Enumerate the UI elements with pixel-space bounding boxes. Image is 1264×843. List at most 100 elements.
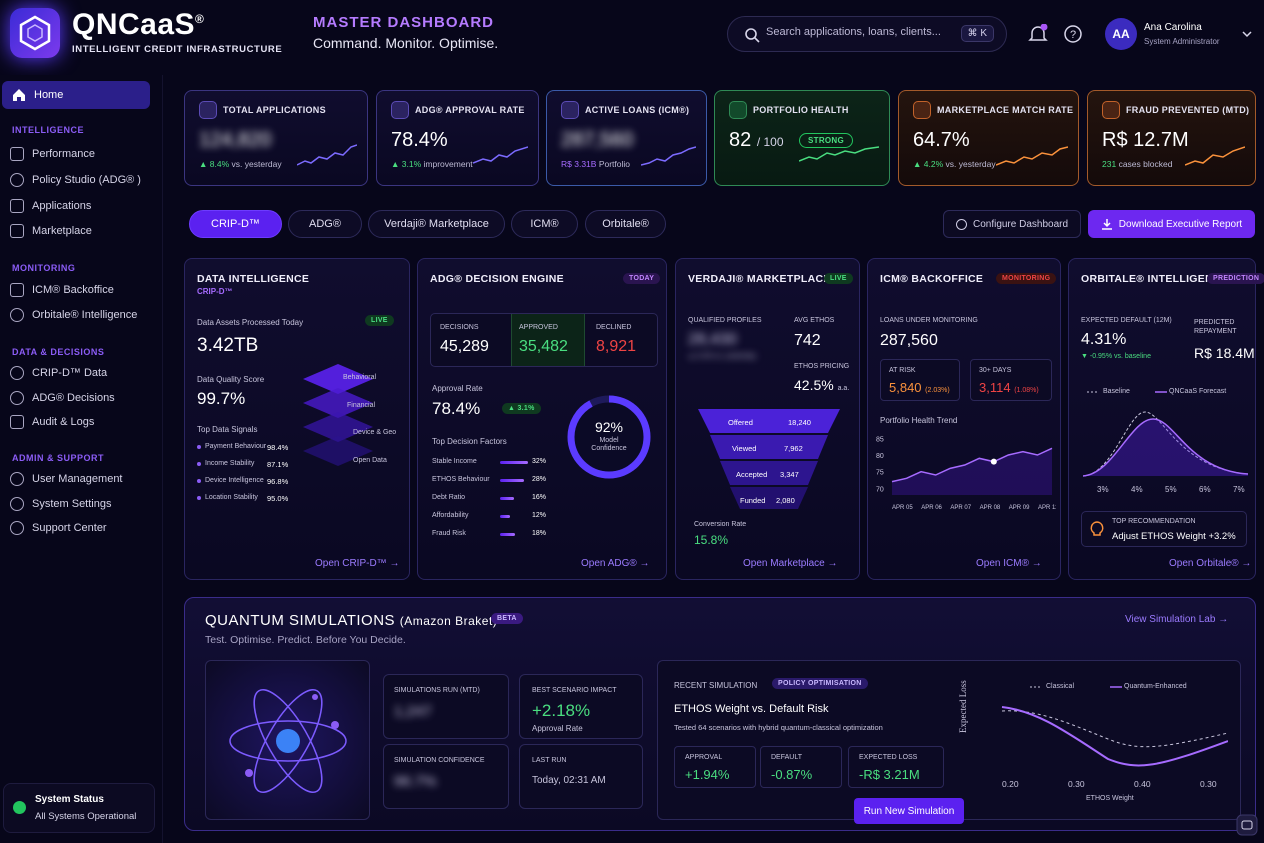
live-badge: LIVE [365,315,394,326]
search-bar[interactable]: ⌘ K [727,16,1007,52]
kpi-fraud-prevented[interactable]: FRAUD PREVENTED (MTD) R$ 12.7M 231 cases… [1087,90,1256,186]
monitor-icon [10,283,24,297]
module-data-intelligence: DATA INTELLIGENCE CRIP-D™ Data Assets Pr… [184,258,410,580]
sidebar-item-policy-studio[interactable]: Policy Studio (ADG® ) [10,170,141,190]
open-icm-link[interactable]: Open ICM® → [976,558,1042,569]
factor-bar [500,497,514,500]
log-icon [10,415,24,429]
module-verdaji-marketplace: VERDAJI® MARKETPLACE LIVE QUALIFIED PROF… [675,258,860,580]
health-icon [729,101,747,119]
sidebar-item-applications[interactable]: Applications [10,196,91,216]
tab-adg[interactable]: ADG® [288,210,362,238]
applications-icon [199,101,217,119]
conversion-funnel [698,409,840,509]
open-crip-d-link[interactable]: Open CRIP-D™ → [315,558,400,569]
assistant-icon[interactable] [1236,814,1258,836]
bell-icon[interactable] [1028,24,1048,44]
sidebar-item-marketplace[interactable]: Marketplace [10,221,92,241]
layer-label: Open Data [353,457,387,464]
sidebar-item-support-center[interactable]: Support Center [10,518,107,538]
brand-tagline: INTELLIGENT CREDIT INFRASTRUCTURE [72,44,283,55]
configure-dashboard-button[interactable]: Configure Dashboard [943,210,1081,238]
funnel-stage-value: 18,240 [788,418,811,427]
user-icon [10,472,24,486]
download-report-button[interactable]: Download Executive Report [1088,210,1255,238]
sidebar-section-monitoring: MONITORING [12,263,76,273]
sparkline [799,146,879,162]
svg-text:?: ? [1070,29,1076,41]
factor-bar [500,479,524,482]
funnel-stage-label: Funded [740,496,766,505]
recommendation-card[interactable]: TOP RECOMMENDATION Adjust ETHOS Weight +… [1081,511,1247,547]
decision-stats: DECISIONS 45,289 APPROVED 35,482 DECLINE… [430,313,658,367]
open-adg-link[interactable]: Open ADG® → [581,558,650,569]
signal-value: 98.4% [267,443,289,452]
kpi-active-loans[interactable]: ACTIVE LOANS (ICM®) 287,560 R$ 3.31B Por… [546,90,707,186]
tab-verdaji-marketplace[interactable]: Verdaji® Marketplace [368,210,505,238]
logo[interactable] [10,8,60,58]
help-icon[interactable]: ? [1063,24,1083,44]
tab-orbitale[interactable]: Orbitale® [585,210,666,238]
brand-name: QNCaaS® [72,8,205,41]
user-name: Ana Carolina [1144,22,1202,33]
stat-simulations-run: SIMULATIONS RUN (MTD) 1,247 [383,674,509,739]
signal-value: 95.0% [267,494,289,503]
system-status[interactable]: System Status All Systems Operational [3,783,155,833]
view-simulation-lab-link[interactable]: View Simulation Lab → [1125,614,1229,625]
search-shortcut: ⌘ K [960,25,994,42]
factor-name: Stable Income [432,458,477,465]
support-icon [10,521,24,535]
chart-icon [10,147,24,161]
x-tick-label: 0.40 [1134,779,1151,789]
kpi-approval-rate[interactable]: ADG® APPROVAL RATE 78.4% ▲ 3.1% improvem… [376,90,539,186]
avatar[interactable]: AA [1105,18,1137,50]
open-marketplace-link[interactable]: Open Marketplace → [743,558,838,569]
confidence-gauge [567,395,651,479]
download-icon [1101,219,1112,230]
kpi-total-applications[interactable]: TOTAL APPLICATIONS 124,820 ▲ 8.4% vs. ye… [184,90,368,186]
decision-icon [10,391,24,405]
sidebar-item-crip-data[interactable]: CRIP-D™ Data [10,363,107,383]
factor-value: 16% [532,494,547,501]
settings-icon [10,497,24,511]
cube-logo-icon [19,15,51,51]
x-tick-label: 7% [1233,485,1245,494]
store-icon [10,224,24,238]
legend-forecast: QNCaaS Forecast [1169,388,1227,395]
funnel-stage-value: 2,080 [776,496,795,505]
tab-crip-d[interactable]: CRIP-D™ [189,210,282,238]
open-orbitale-link[interactable]: Open Orbitale® → [1169,558,1252,569]
today-badge: TODAY [623,273,661,284]
stat-last-run: LAST RUN Today, 02:31 AM [519,744,643,809]
kpi-portfolio-health[interactable]: PORTFOLIO HEALTH 82 / 100 STRONG [714,90,890,186]
signal-name: Payment Behaviour [205,443,267,450]
sidebar-item-orbitale[interactable]: Orbitale® Intelligence [10,305,137,325]
sidebar-item-audit-logs[interactable]: Audit & Logs [10,412,94,432]
sidebar-item-icm-backoffice[interactable]: ICM® Backoffice [10,280,114,300]
module-icm-backoffice: ICM® BACKOFFICE MONITORING LOANS UNDER M… [867,258,1061,580]
factor-value: 18% [532,530,547,537]
x-tick-label: APR 06 [921,505,942,511]
factor-name: Fraud Risk [432,530,466,537]
x-tick-label: APR 11 [1038,505,1056,511]
sidebar-item-adg-decisions[interactable]: ADG® Decisions [10,388,115,408]
sparkline [297,144,357,166]
signal-dot-icon [197,479,201,483]
legend-classical: Classical [1046,683,1075,690]
sidebar-item-system-settings[interactable]: System Settings [10,494,111,514]
legend-baseline: Baseline [1103,388,1130,395]
shield-icon [1102,101,1120,119]
sidebar-item-performance[interactable]: Performance [10,144,95,164]
funnel-stage-label: Accepted [736,470,768,479]
run-simulation-button[interactable]: Run New Simulation [854,798,964,824]
tab-icm[interactable]: ICM® [511,210,578,238]
chevron-down-icon[interactable] [1242,30,1252,38]
trend-point [990,458,997,465]
search-input[interactable] [766,26,956,38]
kpi-match-rate[interactable]: MARKETPLACE MATCH RATE 64.7% ▲ 4.2% vs. … [898,90,1079,186]
sidebar-item-home[interactable]: Home [2,81,150,109]
sidebar-section-intelligence: INTELLIGENCE [12,125,85,135]
layer-label: Device & Geo [353,429,397,436]
sidebar-item-user-management[interactable]: User Management [10,469,123,489]
atom-icon [229,689,347,793]
